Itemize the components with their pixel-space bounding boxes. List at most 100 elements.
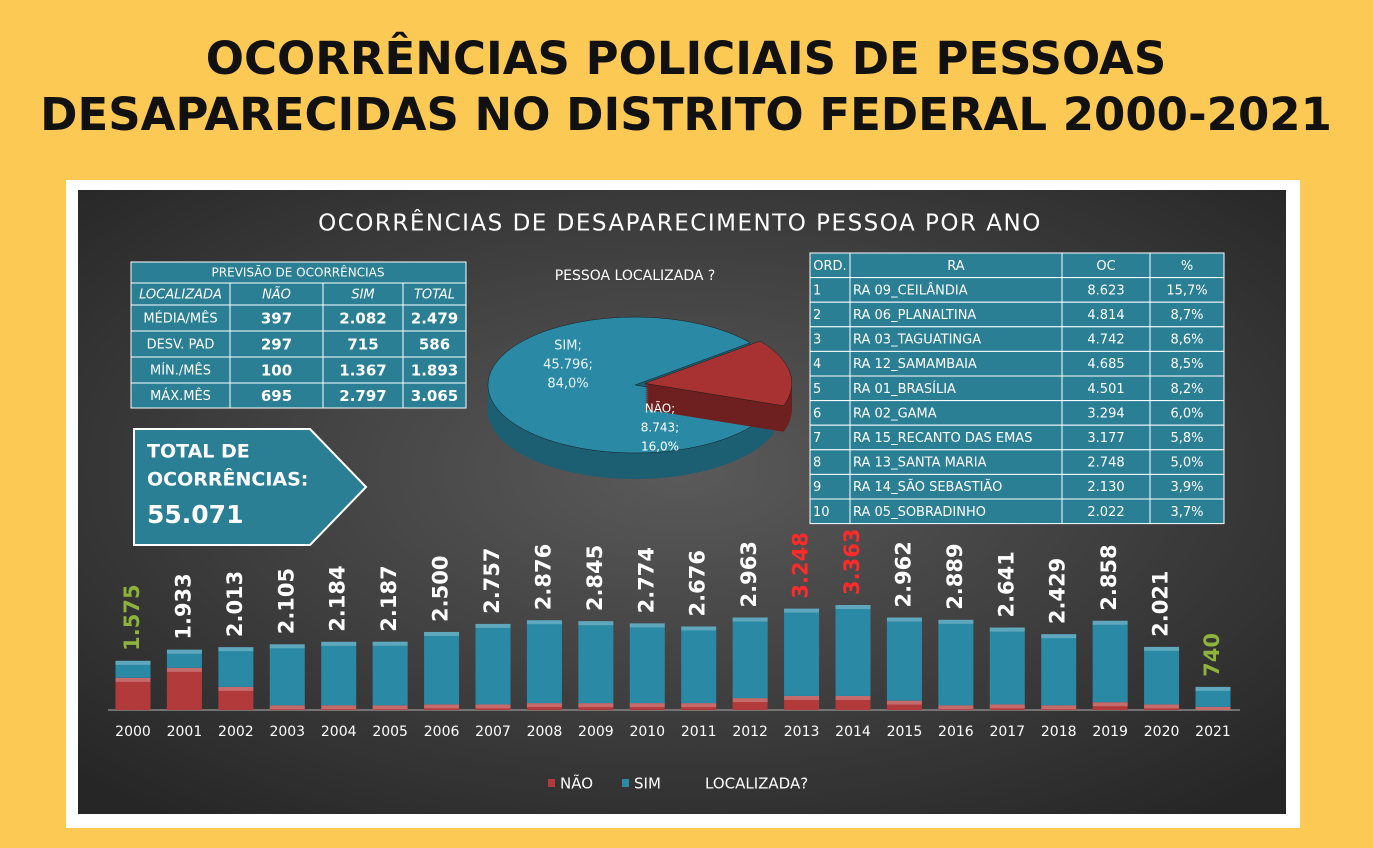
total-label: 2.858 <box>1097 544 1121 610</box>
pie-label: NÃO; <box>645 401 675 416</box>
total-label: 1.575 <box>120 584 144 650</box>
bar-segment <box>886 617 922 701</box>
table-cell-text: MÍN./MÊS <box>150 363 211 379</box>
table-header: ORD. <box>813 259 846 274</box>
bar-highlight <box>526 620 562 625</box>
bar-highlight <box>681 626 717 631</box>
bar-segment <box>681 703 717 710</box>
table-cell <box>1149 326 1225 352</box>
pie-label: 8.743; <box>641 421 679 435</box>
table-cell-text: 8.623 <box>1087 283 1124 298</box>
total-label: 2.641 <box>994 551 1018 617</box>
x-tick-label: 2006 <box>424 724 460 740</box>
table-cell-text: RA 02_GAMA <box>853 406 937 421</box>
bar-segment <box>475 623 511 705</box>
bar-highlight <box>578 703 614 708</box>
table-cell-text: 2.479 <box>411 310 458 328</box>
bar-segment <box>578 703 614 710</box>
table-cell <box>849 375 1063 402</box>
bar-highlight <box>269 644 305 649</box>
table-cell-text: 2.797 <box>339 387 386 405</box>
bar-highlight <box>886 700 922 705</box>
total-box <box>133 428 368 546</box>
x-tick-label: 2008 <box>527 724 563 740</box>
total-label: 2.105 <box>274 568 298 634</box>
table-cell <box>849 424 1063 451</box>
bar-segment <box>629 703 665 710</box>
legend-label: SIM <box>634 775 661 793</box>
table-cell-text: 1.367 <box>339 362 386 380</box>
bar-segment <box>269 644 305 706</box>
x-tick-label: 2021 <box>1195 724 1231 740</box>
bar-segment <box>1144 646 1180 705</box>
table-cell-text: 9 <box>813 480 821 495</box>
table-cell-text: 3,9% <box>1170 480 1203 495</box>
table-cell <box>849 400 1063 426</box>
table-cell <box>1061 350 1151 377</box>
bar-highlight <box>115 677 151 682</box>
bar-segment <box>526 620 562 704</box>
table-cell-text: MÁX.MÊS <box>150 388 211 404</box>
bar-segment <box>732 698 768 710</box>
bar-highlight <box>321 705 357 710</box>
table-cell <box>809 424 851 451</box>
table-cell <box>809 375 851 402</box>
bar-segment <box>269 705 305 710</box>
bar-highlight <box>1144 646 1180 651</box>
table-cell <box>130 330 231 358</box>
table-cell <box>849 449 1063 475</box>
table-cell-text: 7 <box>813 431 821 446</box>
bar-segment <box>526 703 562 710</box>
x-tick-label: 2002 <box>218 724 254 740</box>
bar-highlight <box>732 617 768 622</box>
bar-highlight <box>166 649 202 654</box>
table-cell-text: 10 <box>813 505 830 520</box>
table-cell-text: 15,7% <box>1166 283 1207 298</box>
table-cell <box>1061 301 1151 328</box>
table-cell-text: 8,5% <box>1170 357 1203 372</box>
x-tick-label: 2009 <box>578 724 614 740</box>
bar-segment <box>372 705 408 710</box>
bar-segment <box>835 695 871 710</box>
bar-highlight <box>1092 620 1128 625</box>
bar-segment <box>629 623 665 704</box>
table-cell <box>130 382 231 409</box>
bar-segment <box>886 700 922 710</box>
total-label: 740 <box>1200 633 1224 677</box>
table-cell-text: 3 <box>813 333 821 348</box>
table-cell <box>402 356 467 384</box>
bar-segment <box>989 627 1025 705</box>
x-tick-label: 2014 <box>835 724 871 740</box>
bar-highlight <box>938 619 974 624</box>
bar-highlight <box>115 660 151 665</box>
table-cell <box>402 382 467 409</box>
x-tick-label: 2004 <box>321 724 357 740</box>
bar-segment <box>578 621 614 704</box>
table-cell-text: 4.501 <box>1087 382 1124 397</box>
table-cell <box>1149 424 1225 451</box>
bar-highlight <box>938 705 974 710</box>
total-label: 2.962 <box>891 541 915 607</box>
table-cell <box>1149 252 1225 279</box>
table-cell <box>1149 449 1225 475</box>
table-header: % <box>1181 259 1193 274</box>
table-cell-text: DESV. PAD <box>147 338 215 353</box>
bar-segment <box>681 626 717 704</box>
bar-highlight <box>475 704 511 709</box>
table-cell <box>809 350 851 377</box>
table-cell <box>849 277 1063 303</box>
x-tick-label: 2010 <box>629 724 665 740</box>
table-header: TOTAL <box>414 288 455 303</box>
total-label: 2.757 <box>480 547 504 613</box>
total-label: TOTAL DE <box>147 441 250 463</box>
pie-label: SIM; <box>554 339 582 354</box>
bar-segment <box>1195 686 1231 707</box>
table-cell <box>130 304 231 332</box>
table-cell-text: 6 <box>813 406 821 421</box>
table-cell-text: 2.130 <box>1087 480 1124 495</box>
table-cell-text: 3.294 <box>1087 406 1124 421</box>
title-line: DESAPARECIDAS NO DISTRITO FEDERAL 2000-2… <box>40 88 1332 141</box>
table-cell-text: 5,8% <box>1170 431 1203 446</box>
bar-highlight <box>784 695 820 700</box>
legend-swatch <box>622 779 629 787</box>
